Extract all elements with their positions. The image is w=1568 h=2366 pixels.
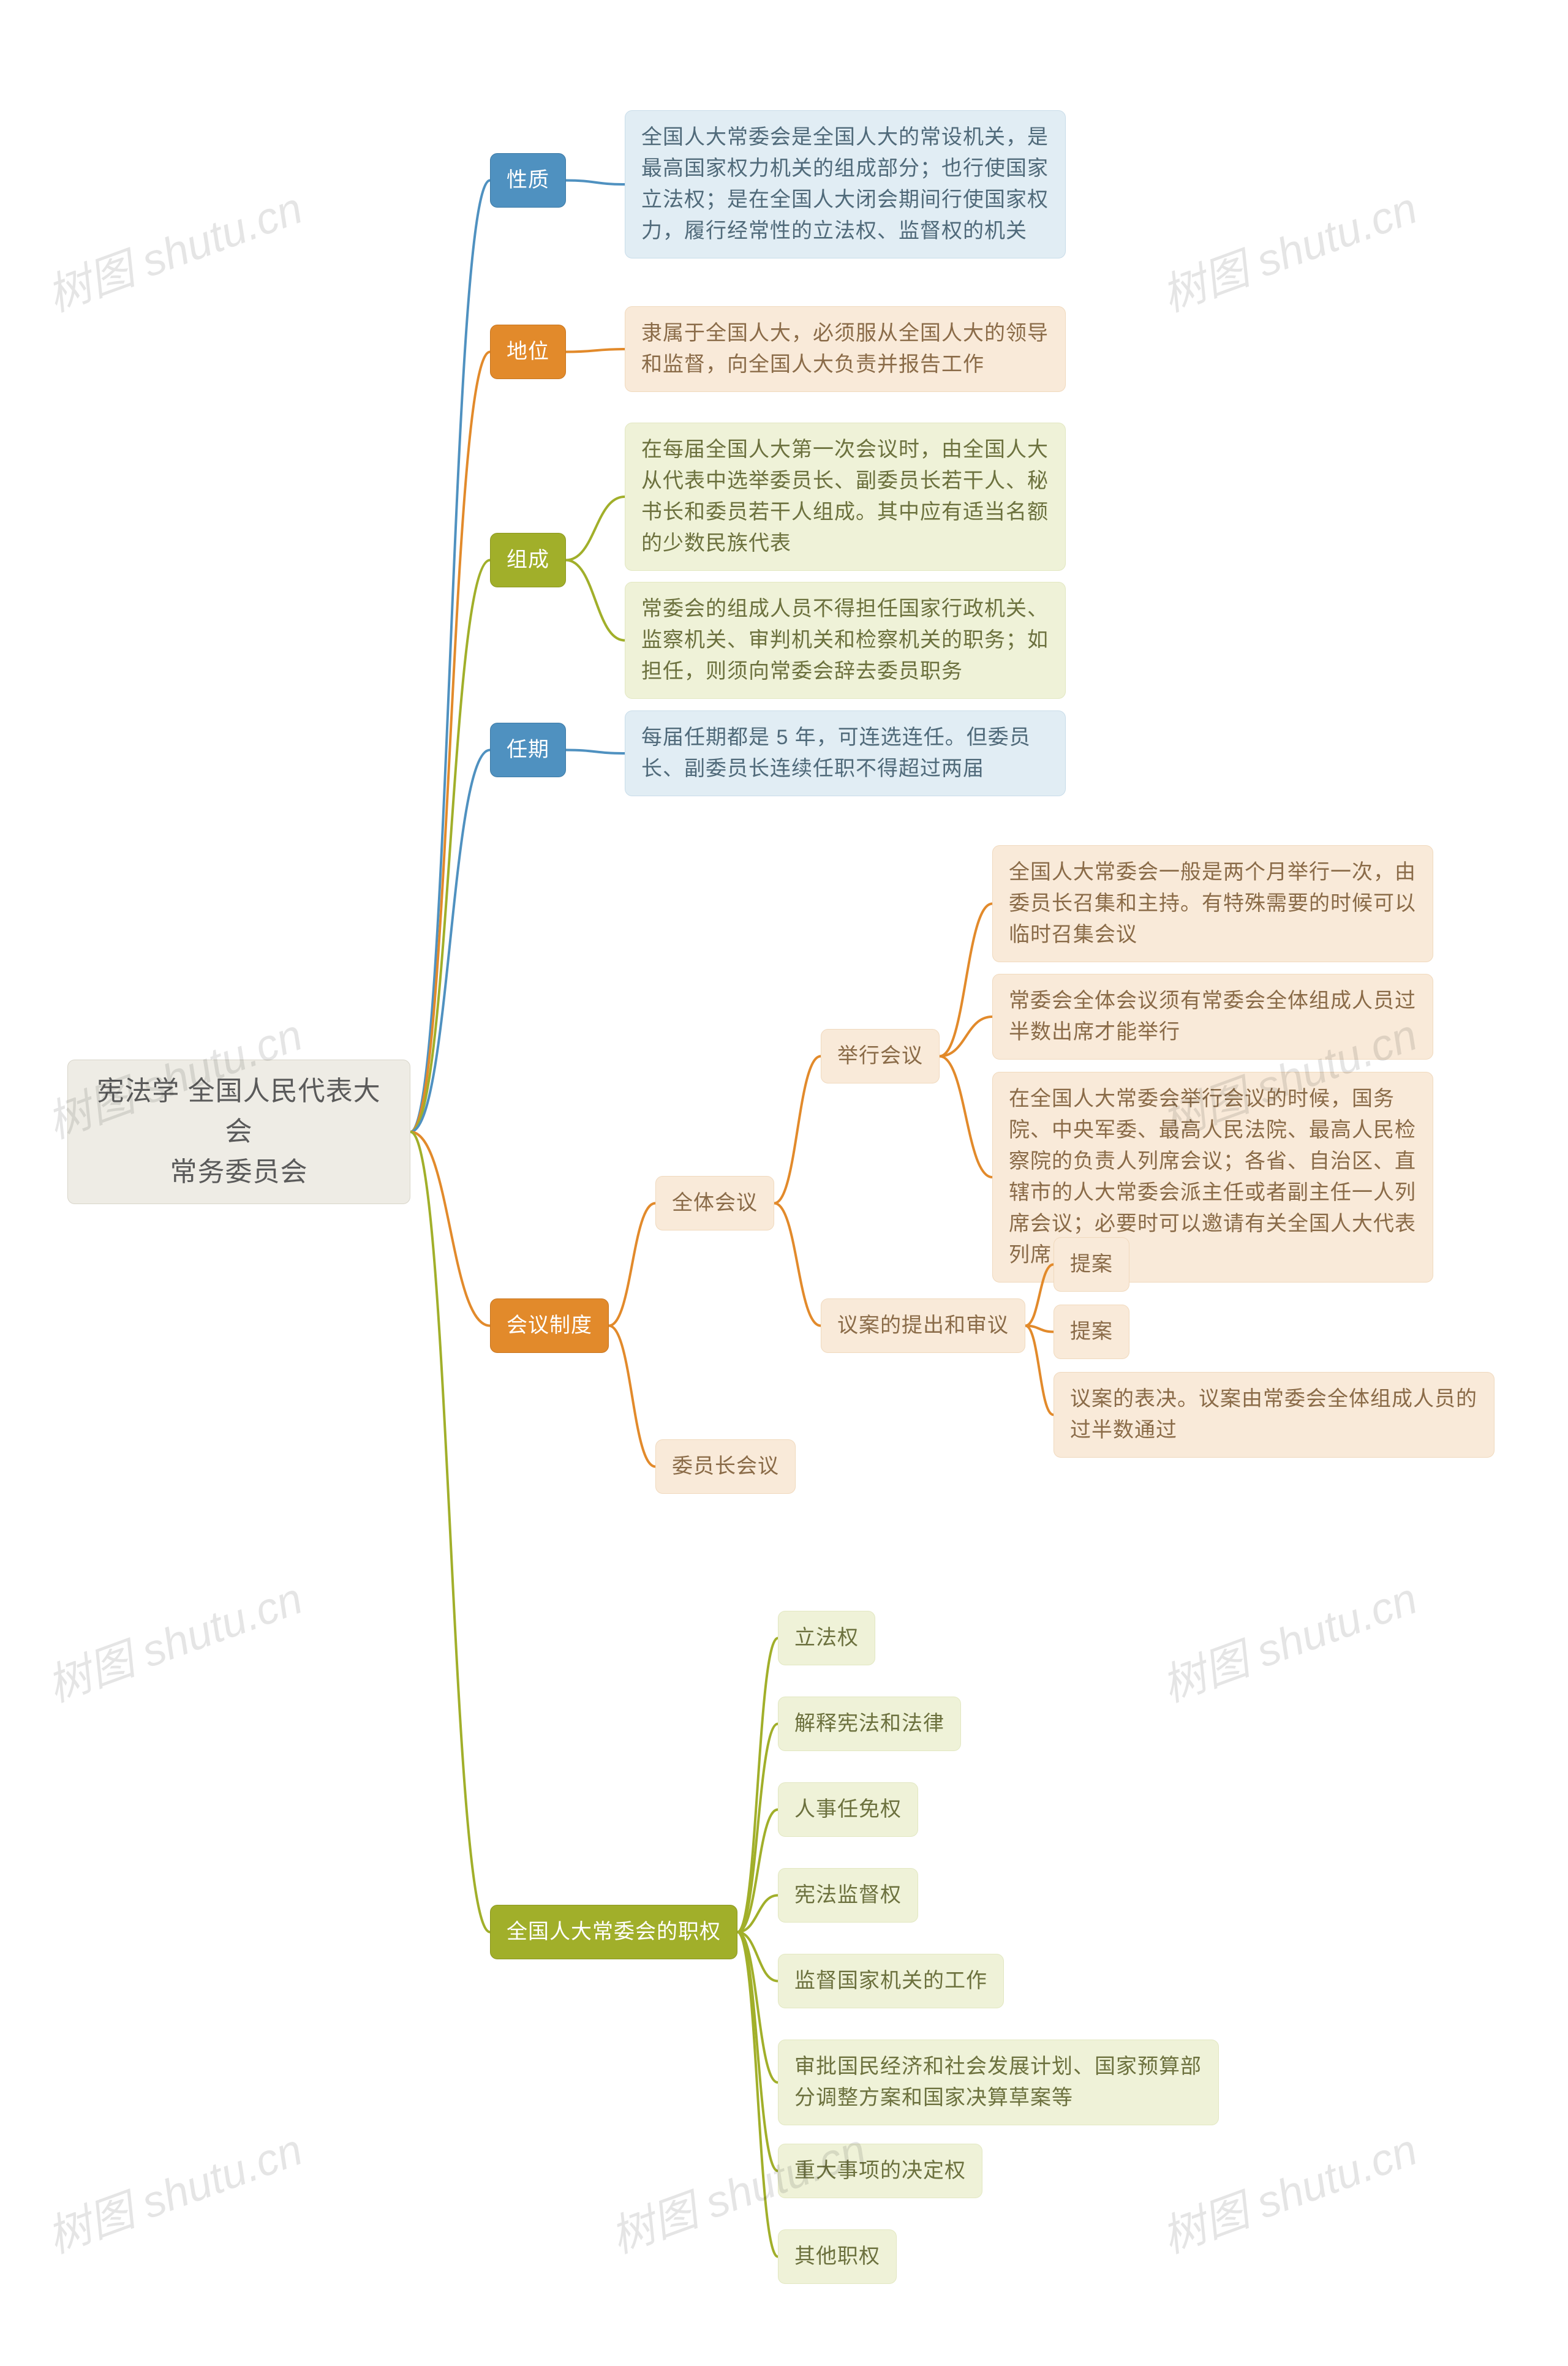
connector-edge (1025, 1326, 1054, 1415)
connector-edge (609, 1326, 655, 1467)
branch-term-label: 任期 (507, 738, 549, 761)
branch-composition[interactable]: 组成 (490, 533, 566, 587)
connector-edge (737, 1724, 778, 1932)
connector-edge (566, 181, 625, 185)
leaf-power-3[interactable]: 人事任免权 (778, 1782, 918, 1837)
leaf-power-6[interactable]: 审批国民经济和社会发展计划、国家预算部分调整方案和国家决算草案等 (778, 2040, 1219, 2125)
leaf-status[interactable]: 隶属于全国人大，必须服从全国人大的领导和监督，向全国人大负责并报告工作 (625, 306, 1066, 392)
branch-composition-label: 组成 (507, 548, 549, 571)
leaf-power-7[interactable]: 重大事项的决定权 (778, 2144, 982, 2198)
branch-status-label: 地位 (507, 340, 549, 363)
watermark: 树图 shutu.cn (1152, 1562, 1425, 1714)
branch-status[interactable]: 地位 (490, 325, 566, 379)
connector-edge (410, 560, 490, 1132)
leaf-power-4[interactable]: 宪法监督权 (778, 1868, 918, 1923)
leaf-comp2-text: 常委会的组成人员不得担任国家行政机关、监察机关、审判机关和检察机关的职务；如担任… (641, 597, 1049, 683)
leaf-power-1[interactable]: 立法权 (778, 1611, 875, 1665)
branch-power-label: 全国人大常委会的职权 (507, 1920, 721, 1943)
leaf-power-8[interactable]: 其他职权 (778, 2229, 897, 2284)
leaf-chair-text: 委员长会议 (672, 1455, 779, 1478)
leaf-bill1-text: 提案 (1070, 1253, 1113, 1276)
watermark: 树图 shutu.cn (1152, 2114, 1425, 2266)
connector-edge (737, 1810, 778, 1932)
leaf-comp1-text: 在每届全国人大第一次会议时，由全国人大从代表中选举委员长、副委员长若干人、秘书长… (641, 438, 1049, 555)
leaf-pow5-text: 监督国家机关的工作 (794, 1969, 987, 1992)
connector-edge (609, 1204, 655, 1326)
connector-edge (410, 750, 490, 1132)
connector-edge (566, 750, 625, 754)
leaf-pow7-text: 重大事项的决定权 (794, 2159, 966, 2182)
connector-edge (737, 1932, 778, 2083)
leaf-bill2-text: 提案 (1070, 1320, 1113, 1343)
leaf-pow6-text: 审批国民经济和社会发展计划、国家预算部分调整方案和国家决算草案等 (794, 2055, 1202, 2109)
watermark: 树图 shutu.cn (37, 1562, 310, 1714)
leaf-hold2-text: 常委会全体会议须有常委会全体组成人员过半数出席才能举行 (1009, 989, 1416, 1044)
watermark: 树图 shutu.cn (37, 2114, 310, 2266)
leaf-pow3-text: 人事任免权 (794, 1798, 902, 1821)
leaf-bill-text: 议案的提出和审议 (837, 1314, 1009, 1337)
connector-edge (410, 1132, 490, 1326)
leaf-hold1-text: 全国人大常委会一般是两个月举行一次，由委员长召集和主持。有特殊需要的时候可以临时… (1009, 861, 1416, 946)
leaf-bill-1[interactable]: 提案 (1054, 1237, 1129, 1292)
branch-meeting[interactable]: 会议制度 (490, 1298, 609, 1353)
leaf-pow4-text: 宪法监督权 (794, 1883, 902, 1907)
connector-edge (737, 1932, 778, 2257)
connector-edge (410, 352, 490, 1132)
leaf-power-5[interactable]: 监督国家机关的工作 (778, 1954, 1004, 2008)
leaf-nature[interactable]: 全国人大常委会是全国人大的常设机关，是最高国家权力机关的组成部分；也行使国家立法… (625, 110, 1066, 258)
connector-edge (774, 1204, 821, 1326)
watermark: 树图 shutu.cn (37, 172, 310, 324)
branch-meeting-label: 会议制度 (507, 1314, 592, 1337)
leaf-pow1-text: 立法权 (794, 1626, 859, 1649)
leaf-bill[interactable]: 议案的提出和审议 (821, 1298, 1025, 1353)
leaf-bill-2[interactable]: 提案 (1054, 1305, 1129, 1359)
connector-edge (737, 1896, 778, 1932)
leaf-nature-text: 全国人大常委会是全国人大的常设机关，是最高国家权力机关的组成部分；也行使国家立法… (641, 126, 1049, 243)
connector-edge (940, 1017, 992, 1057)
leaf-plenary-meeting[interactable]: 全体会议 (655, 1176, 774, 1230)
connector-edge (566, 497, 625, 560)
leaf-pow2-text: 解释宪法和法律 (794, 1712, 944, 1735)
branch-term[interactable]: 任期 (490, 723, 566, 777)
leaf-composition-2[interactable]: 常委会的组成人员不得担任国家行政机关、监察机关、审判机关和检察机关的职务；如担任… (625, 582, 1066, 699)
branch-power[interactable]: 全国人大常委会的职权 (490, 1905, 737, 1959)
root-line2: 常务委员会 (170, 1157, 308, 1187)
connector-edge (737, 1932, 778, 1981)
root-line1: 宪法学 全国人民代表大会 (97, 1076, 380, 1147)
leaf-hold-1[interactable]: 全国人大常委会一般是两个月举行一次，由委员长召集和主持。有特殊需要的时候可以临时… (992, 845, 1433, 962)
leaf-chairman-meeting[interactable]: 委员长会议 (655, 1439, 796, 1494)
connector-edge (566, 560, 625, 641)
leaf-bill-3[interactable]: 议案的表决。议案由常委会全体组成人员的过半数通过 (1054, 1372, 1494, 1458)
connector-edge (940, 904, 992, 1057)
connector-edge (737, 1638, 778, 1932)
leaf-power-2[interactable]: 解释宪法和法律 (778, 1697, 961, 1751)
connector-edge (566, 349, 625, 352)
leaf-hold-2[interactable]: 常委会全体会议须有常委会全体组成人员过半数出席才能举行 (992, 974, 1433, 1060)
leaf-term[interactable]: 每届任期都是 5 年，可连选连任。但委员长、副委员长连续任职不得超过两届 (625, 710, 1066, 796)
leaf-term-text: 每届任期都是 5 年，可连选连任。但委员长、副委员长连续任职不得超过两届 (641, 726, 1031, 780)
branch-nature[interactable]: 性质 (490, 153, 566, 208)
leaf-pow8-text: 其他职权 (794, 2245, 880, 2268)
leaf-status-text: 隶属于全国人大，必须服从全国人大的领导和监督，向全国人大负责并报告工作 (641, 322, 1049, 376)
leaf-composition-1[interactable]: 在每届全国人大第一次会议时，由全国人大从代表中选举委员长、副委员长若干人、秘书长… (625, 423, 1066, 571)
connector-edge (774, 1057, 821, 1204)
root-node[interactable]: 宪法学 全国人民代表大会 常务委员会 (67, 1060, 410, 1204)
leaf-plenary-text: 全体会议 (672, 1191, 758, 1215)
connector-edge (940, 1057, 992, 1178)
leaf-hold-meeting[interactable]: 举行会议 (821, 1029, 940, 1083)
connector-edge (737, 1932, 778, 2171)
leaf-hold-text: 举行会议 (837, 1044, 923, 1068)
leaf-bill3-text: 议案的表决。议案由常委会全体组成人员的过半数通过 (1070, 1387, 1477, 1442)
connector-edge (410, 181, 490, 1132)
branch-nature-label: 性质 (507, 168, 549, 192)
watermark: 树图 shutu.cn (1152, 172, 1425, 324)
connector-edge (1025, 1326, 1054, 1332)
connector-edge (410, 1132, 490, 1932)
